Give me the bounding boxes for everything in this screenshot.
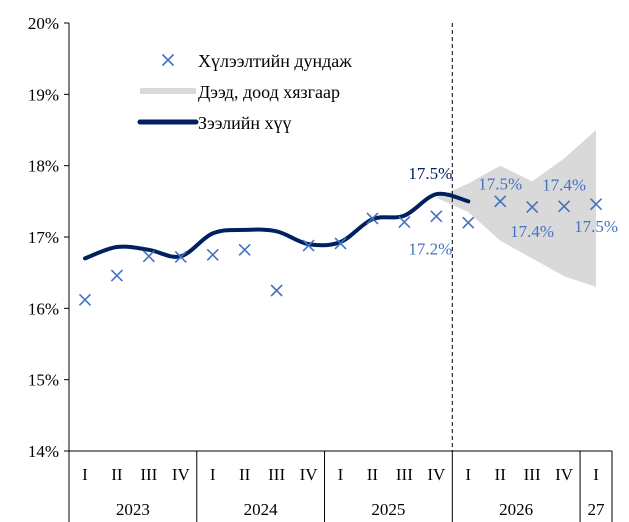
marker-stroke bbox=[366, 212, 379, 225]
y-tick-label: 17% bbox=[28, 228, 59, 247]
series-point-expectation bbox=[78, 293, 92, 306]
x-tick-label: II bbox=[367, 465, 379, 484]
series-point-expectation bbox=[589, 198, 603, 211]
series-point-expectation bbox=[398, 215, 411, 229]
marker-stroke bbox=[526, 200, 539, 214]
marker-stroke bbox=[494, 195, 507, 208]
x-tick-label: III bbox=[268, 465, 285, 484]
series-point-expectation bbox=[270, 284, 283, 297]
legend-label-markers: Хүлээлтийн дундаж bbox=[198, 51, 352, 71]
marker-stroke bbox=[206, 248, 219, 261]
x-year-label: 2023 bbox=[116, 500, 150, 519]
line-layer bbox=[83, 191, 471, 261]
marker-stroke bbox=[302, 239, 315, 252]
x-tick-label: IV bbox=[427, 465, 446, 484]
x-tick-label: I bbox=[210, 465, 216, 484]
marker-stroke bbox=[174, 250, 187, 264]
marker-stroke bbox=[270, 284, 283, 297]
x-tick-label: III bbox=[140, 465, 157, 484]
y-tick-label: 15% bbox=[28, 371, 59, 390]
marker-stroke bbox=[334, 237, 347, 250]
legend-swatch-markers bbox=[161, 53, 175, 67]
x-tick-label: III bbox=[524, 465, 541, 484]
y-tick-label: 20% bbox=[28, 14, 59, 33]
legend-label-band: Дээд, доод хязгаар bbox=[198, 82, 340, 102]
y-tick-label: 14% bbox=[28, 442, 59, 461]
marker-stroke bbox=[462, 216, 475, 229]
data-label: 17.4% bbox=[510, 222, 554, 241]
marker-stroke bbox=[589, 198, 603, 211]
x-year-label: 2026 bbox=[499, 500, 533, 519]
series-line-loan-rate bbox=[83, 191, 471, 261]
marker-stroke bbox=[558, 200, 571, 213]
axes: 14%15%16%17%18%19%20%I II III IV I II III IV I II… bbox=[28, 14, 613, 522]
legend-label-line: Зээлийн хүү bbox=[198, 113, 292, 133]
series-point-expectation bbox=[430, 210, 443, 223]
marker-stroke bbox=[238, 243, 251, 256]
x-tick-label: III bbox=[396, 465, 413, 484]
y-tick-label: 19% bbox=[28, 85, 59, 104]
x-tick-label: II bbox=[111, 465, 123, 484]
marker-stroke bbox=[142, 250, 155, 263]
marker-stroke bbox=[78, 293, 92, 306]
forecast-band bbox=[436, 130, 596, 287]
marker-layer bbox=[78, 195, 603, 306]
marker-stroke bbox=[110, 269, 123, 282]
x-tick-label: IV bbox=[172, 465, 191, 484]
series-point-expectation bbox=[334, 237, 347, 250]
x-tick-label: I bbox=[82, 465, 88, 484]
data-label: 17.2% bbox=[408, 239, 452, 258]
series-point-expectation bbox=[206, 248, 219, 261]
x-tick-label: II bbox=[495, 465, 507, 484]
x-tick-label: IV bbox=[300, 465, 319, 484]
data-label: 17.4% bbox=[542, 175, 586, 194]
x-year-label: 2025 bbox=[371, 500, 405, 519]
series-point-expectation bbox=[366, 212, 379, 225]
series-point-expectation bbox=[526, 200, 539, 214]
data-label: 17.5% bbox=[408, 164, 452, 183]
data-label: 17.5% bbox=[574, 217, 618, 236]
y-tick-label: 18% bbox=[28, 157, 59, 176]
band-layer bbox=[436, 130, 596, 287]
x-tick-label: I bbox=[593, 465, 599, 484]
x-tick-label: II bbox=[239, 465, 251, 484]
marker-stroke bbox=[161, 53, 175, 67]
series-point-expectation bbox=[142, 250, 155, 263]
x-tick-label: IV bbox=[555, 465, 574, 484]
x-year-label: 2024 bbox=[244, 500, 279, 519]
y-tick-label: 16% bbox=[28, 299, 59, 318]
series-point-expectation bbox=[462, 216, 475, 229]
series-point-expectation bbox=[238, 243, 251, 256]
x-year-label: 27 bbox=[588, 500, 606, 519]
series-point-expectation bbox=[174, 250, 187, 264]
legend: Хүлээлтийн дундаж Дээд, доод хязгаар Зээли… bbox=[137, 51, 352, 133]
series-point-expectation bbox=[558, 200, 571, 213]
marker-stroke bbox=[398, 215, 411, 229]
x-tick-label: I bbox=[465, 465, 471, 484]
data-label-layer: 17.5% 17.2% 17.5% 17.4% 17.4% 17.5% bbox=[408, 164, 618, 258]
series-point-expectation bbox=[110, 269, 123, 282]
data-label: 17.5% bbox=[478, 174, 522, 193]
marker-stroke bbox=[430, 210, 443, 223]
x-tick-label: I bbox=[338, 465, 344, 484]
series-point-expectation bbox=[302, 239, 315, 252]
series-point-expectation bbox=[494, 195, 507, 208]
